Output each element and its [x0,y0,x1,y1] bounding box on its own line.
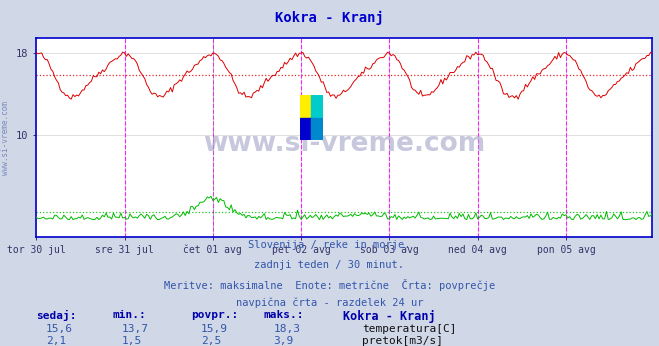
Bar [300,118,312,140]
Text: pretok[m3/s]: pretok[m3/s] [362,336,444,346]
Text: sedaj:: sedaj: [36,310,76,321]
Text: 13,7: 13,7 [122,324,149,334]
Text: povpr.:: povpr.: [191,310,239,320]
Text: 2,5: 2,5 [201,336,221,346]
Text: Kokra - Kranj: Kokra - Kranj [275,11,384,25]
Text: zadnji teden / 30 minut.: zadnji teden / 30 minut. [254,260,405,270]
Text: 15,6: 15,6 [46,324,73,334]
Text: navpična črta - razdelek 24 ur: navpična črta - razdelek 24 ur [236,298,423,308]
Text: www.si-vreme.com: www.si-vreme.com [1,101,10,175]
Text: Kokra - Kranj: Kokra - Kranj [343,310,436,323]
Text: 3,9: 3,9 [273,336,294,346]
Bar [312,95,323,118]
Text: Meritve: maksimalne  Enote: metrične  Črta: povprečje: Meritve: maksimalne Enote: metrične Črta… [164,279,495,291]
Text: www.si-vreme.com: www.si-vreme.com [203,130,486,156]
Text: 18,3: 18,3 [273,324,301,334]
Bar [312,118,323,140]
Text: 1,5: 1,5 [122,336,142,346]
Text: 15,9: 15,9 [201,324,228,334]
Text: maks.:: maks.: [264,310,304,320]
Text: 2,1: 2,1 [46,336,67,346]
Text: temperatura[C]: temperatura[C] [362,324,457,334]
Text: min.:: min.: [112,310,146,320]
Bar [300,95,312,118]
Text: Slovenija / reke in morje.: Slovenija / reke in morje. [248,240,411,251]
